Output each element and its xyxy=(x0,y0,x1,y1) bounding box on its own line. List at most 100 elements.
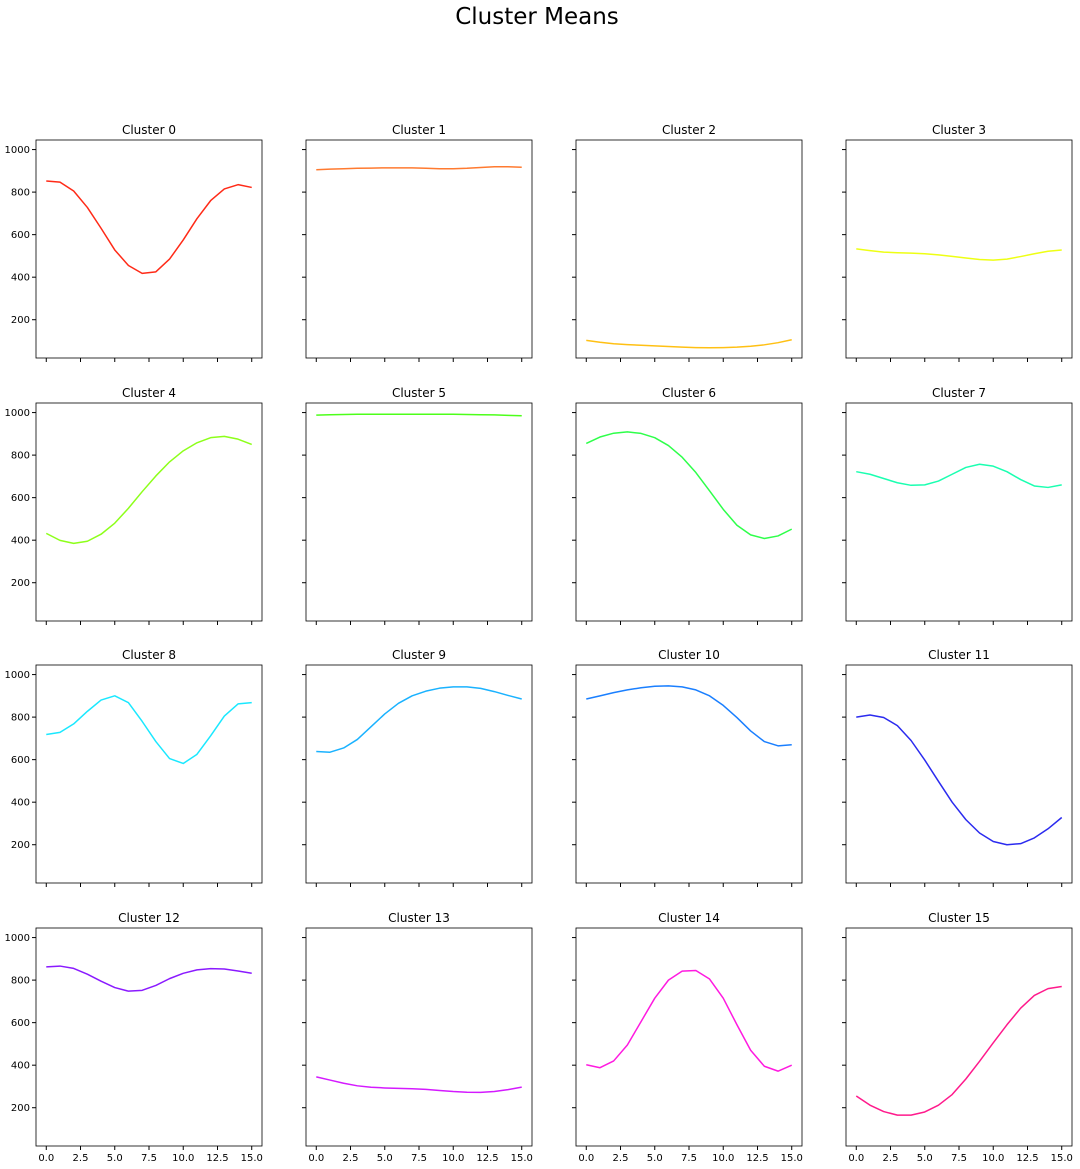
x-tick-label: 15.0 xyxy=(1051,1153,1073,1164)
axes-frame xyxy=(305,927,533,1147)
axes-frame xyxy=(845,402,1073,622)
subplot-cluster-0: Cluster 0 200 400 600 800 1000 xyxy=(5,123,263,362)
subplot-title: Cluster 15 xyxy=(928,911,990,925)
axes-frame xyxy=(305,402,533,622)
y-tick-label: 400 xyxy=(11,273,30,284)
series-line-cluster-15 xyxy=(855,985,1062,1116)
x-tick-label: 12.5 xyxy=(746,1153,768,1164)
subplot-cluster-15: Cluster 15 0.0 2.5 5.0 7.5 10.0 12.5 15.0 xyxy=(842,911,1073,1164)
x-tick-label: 10.0 xyxy=(712,1153,734,1164)
subplot-cluster-7: Cluster 7 xyxy=(842,386,1073,625)
axes-frame xyxy=(305,664,533,884)
y-tick-label: 600 xyxy=(11,1018,30,1029)
y-tick-label: 400 xyxy=(11,536,30,547)
axes-frame xyxy=(845,927,1073,1147)
x-tick-label: 15.0 xyxy=(781,1153,803,1164)
x-tick-label: 2.5 xyxy=(883,1153,899,1164)
x-tick-label: 15.0 xyxy=(241,1153,263,1164)
subplot-cluster-6: Cluster 6 xyxy=(572,386,803,625)
subplot-cluster-9: Cluster 9 xyxy=(302,648,533,887)
subplot-cluster-3: Cluster 3 xyxy=(842,123,1073,362)
subplot-cluster-8: Cluster 8 200 400 600 800 1000 xyxy=(5,648,263,887)
y-tick-label: 200 xyxy=(11,315,30,326)
x-tick-label: 0.0 xyxy=(848,1153,864,1164)
subplot-title: Cluster 8 xyxy=(122,648,176,662)
axes-frame xyxy=(845,139,1073,359)
y-tick-label: 200 xyxy=(11,1103,30,1114)
subplot-cluster-4: Cluster 4 200 400 600 800 1000 xyxy=(5,386,263,625)
x-tick-label: 10.0 xyxy=(172,1153,194,1164)
series-line-cluster-0 xyxy=(46,180,252,275)
y-tick-label: 400 xyxy=(11,1061,30,1072)
y-tick-label: 800 xyxy=(11,713,30,724)
y-tick-label: 200 xyxy=(11,578,30,589)
subplot-title: Cluster 9 xyxy=(392,648,446,662)
subplot-title: Cluster 4 xyxy=(122,386,176,400)
subplot-title: Cluster 3 xyxy=(932,123,986,137)
subplot-cluster-10: Cluster 10 xyxy=(572,648,803,887)
subplot-title: Cluster 11 xyxy=(928,648,990,662)
x-tick-label: 2.5 xyxy=(613,1153,629,1164)
subplot-cluster-11: Cluster 11 xyxy=(842,648,1073,887)
x-tick-label: 10.0 xyxy=(982,1153,1004,1164)
subplot-title: Cluster 0 xyxy=(122,123,176,137)
y-tick-label: 800 xyxy=(11,976,30,987)
subplot-cluster-13: Cluster 13 0.0 2.5 5.0 7.5 10.0 12.5 15.0 xyxy=(302,911,533,1164)
x-tick-label: 5.0 xyxy=(647,1153,663,1164)
subplot-cluster-1: Cluster 1 xyxy=(302,123,533,362)
x-tick-label: 5.0 xyxy=(377,1153,393,1164)
series-line-cluster-1 xyxy=(316,166,522,171)
x-tick-label: 2.5 xyxy=(73,1153,89,1164)
subplot-title: Cluster 13 xyxy=(388,911,450,925)
x-tick-label: 7.5 xyxy=(411,1153,427,1164)
subplot-title: Cluster 1 xyxy=(392,123,446,137)
subplot-title: Cluster 6 xyxy=(662,386,716,400)
x-tick-label: 10.0 xyxy=(442,1153,464,1164)
series-line-cluster-11 xyxy=(856,714,1063,846)
subplot-title: Cluster 7 xyxy=(932,386,986,400)
axes-frame xyxy=(575,664,803,884)
x-tick-label: 15.0 xyxy=(511,1153,533,1164)
axes-frame xyxy=(575,139,803,359)
series-line-cluster-13 xyxy=(316,1076,522,1094)
axes-frame xyxy=(35,664,263,884)
y-tick-label: 200 xyxy=(11,840,30,851)
axes-frame xyxy=(35,927,263,1147)
x-tick-label: 7.5 xyxy=(681,1153,697,1164)
axes-frame xyxy=(575,402,803,622)
x-tick-label: 0.0 xyxy=(578,1153,594,1164)
series-line-cluster-3 xyxy=(856,248,1062,261)
series-line-cluster-2 xyxy=(586,338,792,349)
axes-frame xyxy=(305,139,533,359)
x-tick-label: 7.5 xyxy=(141,1153,157,1164)
figure-title: Cluster Means xyxy=(455,4,619,30)
series-line-cluster-5 xyxy=(316,413,522,417)
y-tick-label: 800 xyxy=(11,451,30,462)
subplot-title: Cluster 2 xyxy=(662,123,716,137)
y-tick-label: 600 xyxy=(11,230,30,241)
subplot-cluster-5: Cluster 5 xyxy=(302,386,533,625)
subplot-cluster-14: Cluster 14 0.0 2.5 5.0 7.5 10.0 12.5 15.0 xyxy=(572,911,803,1164)
y-tick-label: 800 xyxy=(11,188,30,199)
x-tick-label: 0.0 xyxy=(38,1153,54,1164)
y-tick-label: 1000 xyxy=(5,145,30,156)
series-line-cluster-7 xyxy=(856,463,1062,489)
y-tick-label: 1000 xyxy=(5,408,30,419)
y-tick-label: 600 xyxy=(11,755,30,766)
x-tick-label: 5.0 xyxy=(107,1153,123,1164)
axes-frame xyxy=(575,927,803,1147)
y-tick-label: 1000 xyxy=(5,933,30,944)
y-tick-label: 1000 xyxy=(5,670,30,681)
x-tick-label: 0.0 xyxy=(308,1153,324,1164)
subplot-title: Cluster 10 xyxy=(658,648,720,662)
x-tick-label: 12.5 xyxy=(206,1153,228,1164)
series-line-cluster-12 xyxy=(46,965,252,992)
x-tick-label: 7.5 xyxy=(951,1153,967,1164)
subplot-cluster-12: Cluster 12 200 400 600 800 1000 0.0 2.5 5.0 7.5 10… xyxy=(5,911,263,1164)
axes-frame xyxy=(35,139,263,359)
series-line-cluster-9 xyxy=(316,686,522,753)
x-tick-label: 12.5 xyxy=(1016,1153,1038,1164)
x-tick-label: 12.5 xyxy=(476,1153,498,1164)
subplot-cluster-2: Cluster 2 xyxy=(572,123,803,362)
